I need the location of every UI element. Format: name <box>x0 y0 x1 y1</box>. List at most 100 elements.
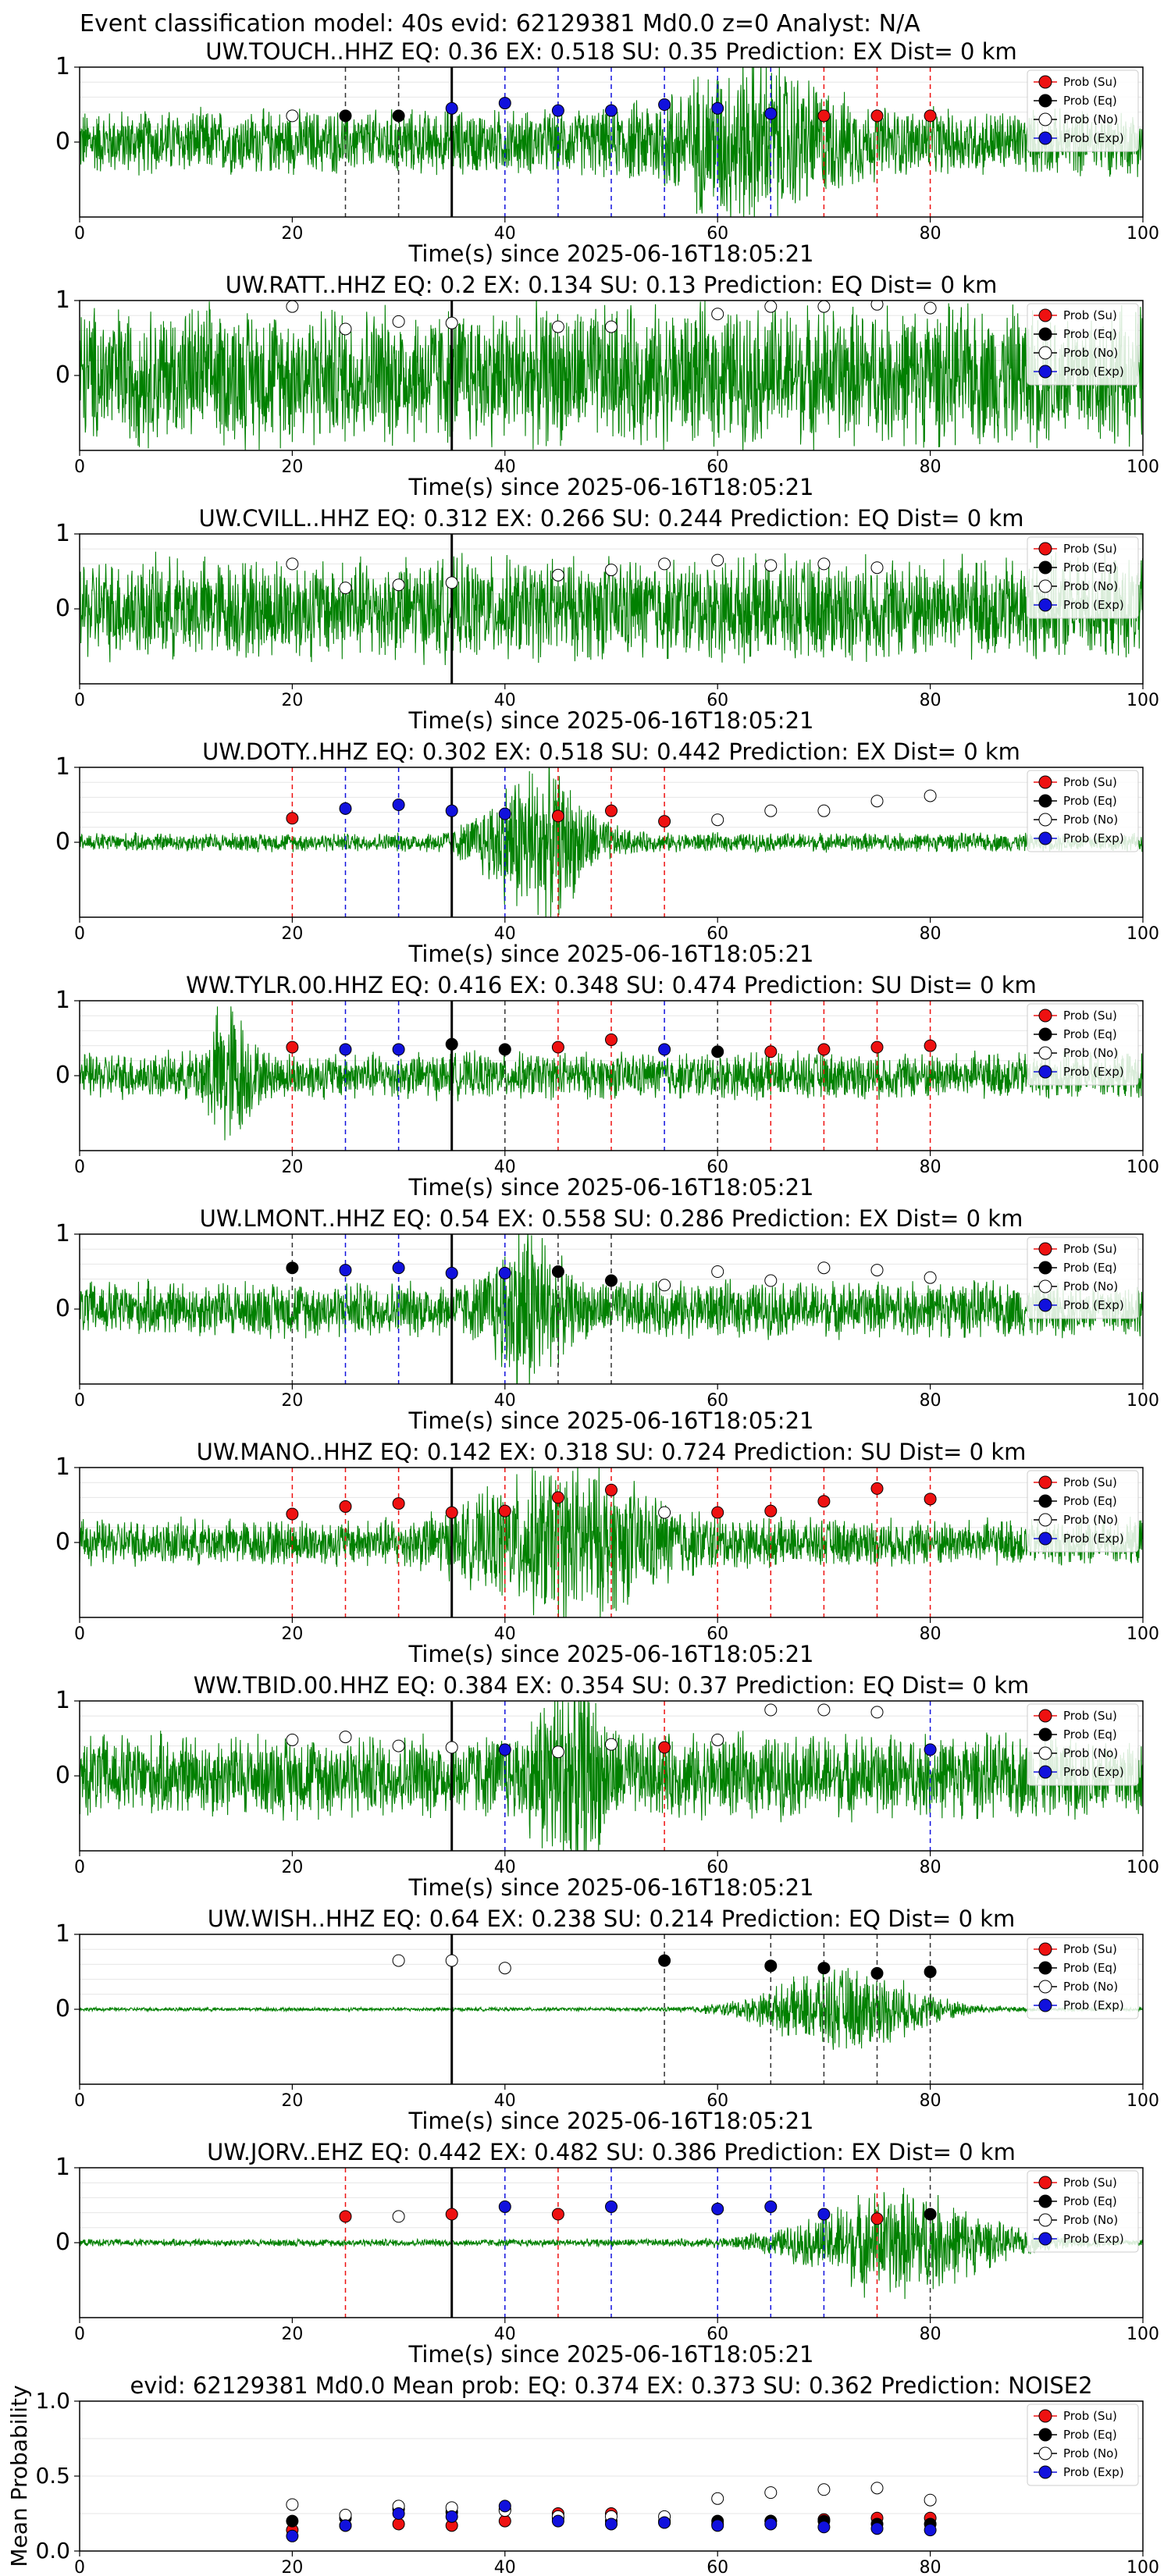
panel-title: UW.CVILL..HHZ EQ: 0.312 EX: 0.266 SU: 0.… <box>198 505 1023 532</box>
x-tick-label: 20 <box>281 924 303 944</box>
prob-marker-su <box>658 815 671 828</box>
mean-prob-marker-exp <box>711 2519 724 2532</box>
x-tick-label: 20 <box>281 2091 303 2111</box>
legend-label: Prob (No) <box>1063 2446 1118 2460</box>
waveform-trace <box>80 301 1143 450</box>
x-axis-label: Time(s) since 2025-06-16T18:05:21 <box>408 2108 814 2134</box>
x-tick-label: 80 <box>920 691 941 710</box>
prob-marker-no <box>870 301 884 311</box>
legend-label: Prob (Eq) <box>1063 2428 1117 2442</box>
x-axis-label: Time(s) since 2025-06-16T18:05:21 <box>408 941 814 967</box>
prob-marker-su <box>817 109 831 123</box>
x-tick-label: 100 <box>1127 1158 1159 1177</box>
x-tick-label: 20 <box>281 2558 303 2576</box>
legend-marker-probno <box>1038 1980 1052 1994</box>
x-tick-label: 40 <box>494 1391 516 1411</box>
mean-prob-marker-no <box>286 2498 299 2511</box>
x-tick-label: 0 <box>74 457 85 477</box>
plot-area <box>80 534 1143 684</box>
x-tick-label: 60 <box>707 691 728 710</box>
prob-marker-su <box>286 1041 299 1054</box>
prob-marker-exp <box>498 807 511 820</box>
prob-marker-su <box>286 1507 299 1521</box>
x-tick-label: 100 <box>1127 2091 1159 2111</box>
plot-area <box>80 67 1143 217</box>
mean-prob-marker-no <box>764 2486 778 2500</box>
x-tick-label: 60 <box>707 924 728 944</box>
x-tick-label: 60 <box>707 2558 728 2576</box>
prob-marker-su <box>339 2210 352 2223</box>
y-tick-label: 1.0 <box>35 2388 70 2414</box>
y-tick-label: 0 <box>55 828 70 856</box>
prob-marker-no <box>605 564 618 577</box>
x-tick-label: 100 <box>1127 924 1159 944</box>
legend-marker-probno <box>1038 2213 1052 2227</box>
prob-marker-eq <box>392 109 405 123</box>
prob-marker-no <box>764 804 778 817</box>
prob-marker-no <box>445 1741 458 1754</box>
legend-marker-probsu <box>1038 2176 1052 2190</box>
x-tick-label: 60 <box>707 224 728 244</box>
prob-marker-no <box>817 1703 831 1717</box>
mean-prob-marker-no <box>339 2508 352 2521</box>
legend-marker-probexp <box>1038 831 1052 845</box>
prob-marker-eq <box>605 1274 618 1287</box>
legend-label: Prob (Eq) <box>1063 1961 1117 1975</box>
x-tick-label: 100 <box>1127 457 1159 477</box>
legend-marker-probexp <box>1038 1765 1052 1779</box>
prob-marker-no <box>339 1731 352 1744</box>
panel-7: UW.MANO..HHZ EQ: 0.142 EX: 0.318 SU: 0.7… <box>55 1439 1159 1667</box>
y-tick-label: 1 <box>55 520 70 547</box>
y-axis-label: Mean Probability <box>6 2385 32 2567</box>
prob-marker-no <box>711 308 724 321</box>
legend-marker-probsu <box>1038 1475 1052 1489</box>
prob-marker-su <box>817 1495 831 1508</box>
prob-marker-eq <box>711 1045 724 1059</box>
y-tick-label: 1 <box>55 1920 70 1948</box>
y-tick-label: 1 <box>55 53 70 80</box>
legend-box <box>1027 1236 1139 1319</box>
prob-marker-su <box>605 1483 618 1496</box>
x-tick-label: 100 <box>1127 1624 1159 1644</box>
prob-marker-exp <box>498 97 511 110</box>
mean-prob-marker-exp <box>605 2517 618 2531</box>
legend-label: Prob (Su) <box>1063 2176 1117 2190</box>
x-tick-label: 0 <box>74 2325 85 2344</box>
legend-marker-probno <box>1038 813 1052 827</box>
x-tick-label: 0 <box>74 924 85 944</box>
legend-box <box>1027 303 1139 386</box>
legend-box <box>1027 536 1139 619</box>
legend-box <box>1027 2170 1139 2253</box>
legend-marker-probsu <box>1038 75 1052 89</box>
legend-label: Prob (No) <box>1063 813 1118 827</box>
prob-marker-exp <box>392 1043 405 1056</box>
prob-marker-exp <box>817 2208 831 2221</box>
panel-4: UW.DOTY..HHZ EQ: 0.302 EX: 0.518 SU: 0.4… <box>55 738 1159 967</box>
panel-8: WW.TBID.00.HHZ EQ: 0.384 EX: 0.354 SU: 0… <box>55 1672 1159 1901</box>
x-tick-label: 60 <box>707 457 728 477</box>
panel-title: UW.JORV..EHZ EQ: 0.442 EX: 0.482 SU: 0.3… <box>207 2139 1016 2165</box>
prob-marker-eq <box>924 1966 937 1978</box>
prob-marker-su <box>870 1041 884 1054</box>
prob-marker-eq <box>551 1265 564 1278</box>
prob-marker-no <box>658 1279 671 1292</box>
prob-marker-exp <box>392 799 405 811</box>
x-tick-label: 100 <box>1127 2558 1159 2576</box>
legend-marker-probno <box>1038 1046 1052 1060</box>
x-axis-label: Time(s) since 2025-06-16T18:05:21 <box>408 240 814 267</box>
legend-marker-probno <box>1038 112 1052 126</box>
x-tick-label: 80 <box>920 1391 941 1411</box>
panel-title: UW.LMONT..HHZ EQ: 0.54 EX: 0.558 SU: 0.2… <box>200 1205 1023 1232</box>
prob-marker-eq <box>924 2208 937 2221</box>
prob-marker-no <box>870 795 884 808</box>
y-tick-label: 0.5 <box>35 2463 70 2489</box>
prob-marker-no <box>764 559 778 572</box>
x-tick-label: 60 <box>707 1158 728 1177</box>
prob-marker-exp <box>445 1266 458 1279</box>
prob-marker-su <box>711 1506 724 1519</box>
prob-marker-exp <box>605 104 618 117</box>
legend-marker-probeq <box>1038 1261 1052 1275</box>
mean-prob-marker-exp <box>551 2514 564 2528</box>
legend-marker-probeq <box>1038 794 1052 808</box>
legend-label: Prob (Eq) <box>1063 327 1117 341</box>
